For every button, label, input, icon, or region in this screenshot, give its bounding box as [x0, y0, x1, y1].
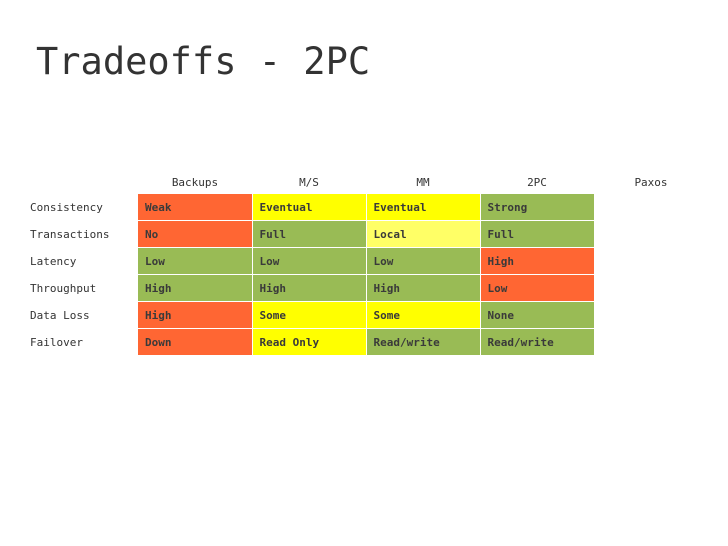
table-cell: Read Only — [252, 328, 367, 356]
table-cell: Eventual — [252, 194, 367, 221]
table-cell-paxos — [594, 194, 709, 221]
table-cell: Low — [366, 247, 481, 275]
table-cell: Low — [138, 247, 253, 275]
table-cell: Strong — [480, 194, 595, 221]
column-header-mm: MM — [416, 175, 430, 189]
table-cell: Down — [138, 328, 253, 356]
column-header-backups: Backups — [171, 175, 219, 189]
table-cell: Some — [366, 301, 481, 329]
column-header-paxos: Paxos — [634, 175, 668, 189]
row-label: Throughput — [30, 281, 97, 295]
table-cell: High — [138, 301, 253, 329]
table-cell-paxos — [594, 328, 709, 356]
table-cell: Local — [366, 220, 481, 248]
table-row-latency: Latency Low Low Low High — [30, 247, 709, 275]
tradeoffs-table: Backups M/S MM 2PC Paxos Consistency Wea… — [30, 170, 709, 356]
header-row: Backups M/S MM 2PC Paxos — [30, 170, 708, 194]
header-corner — [30, 170, 138, 194]
table-cell-paxos — [594, 301, 709, 329]
slide-title: Tradeoffs - 2PC — [36, 40, 371, 83]
table-cell: Low — [480, 274, 595, 302]
table-cell-paxos — [594, 220, 709, 248]
row-label: Failover — [30, 335, 83, 349]
table-cell: Full — [252, 220, 367, 248]
table-cell: High — [366, 274, 481, 302]
column-header-2pc: 2PC — [527, 175, 547, 189]
table-cell: Read/write — [366, 328, 481, 356]
table-cell: High — [138, 274, 253, 302]
table-cell: Weak — [138, 194, 253, 221]
row-label: Consistency — [30, 200, 103, 214]
table-cell: Read/write — [480, 328, 595, 356]
row-label: Latency — [30, 254, 77, 268]
table-row-transactions: Transactions No Full Local Full — [30, 220, 709, 248]
table-row-data-loss: Data Loss High Some Some None — [30, 301, 709, 329]
table-cell: High — [252, 274, 367, 302]
table-cell-paxos — [594, 247, 709, 275]
table-cell: Some — [252, 301, 367, 329]
row-label: Transactions — [30, 227, 110, 241]
table-cell: High — [480, 247, 595, 275]
table-cell: Low — [252, 247, 367, 275]
table-row-consistency: Consistency Weak Eventual Eventual Stron… — [30, 194, 709, 221]
table-cell: No — [138, 220, 253, 248]
row-label: Data Loss — [30, 308, 90, 322]
table-row-failover: Failover Down Read Only Read/write Read/… — [30, 328, 709, 356]
column-header-ms: M/S — [299, 175, 319, 189]
table-cell: Full — [480, 220, 595, 248]
table-cell-paxos — [594, 274, 709, 302]
table-cell: Eventual — [366, 194, 481, 221]
table-row-throughput: Throughput High High High Low — [30, 274, 709, 302]
table-cell: None — [480, 301, 595, 329]
table-body: Consistency Weak Eventual Eventual Stron… — [30, 194, 709, 356]
table-header: Backups M/S MM 2PC Paxos — [30, 170, 708, 194]
